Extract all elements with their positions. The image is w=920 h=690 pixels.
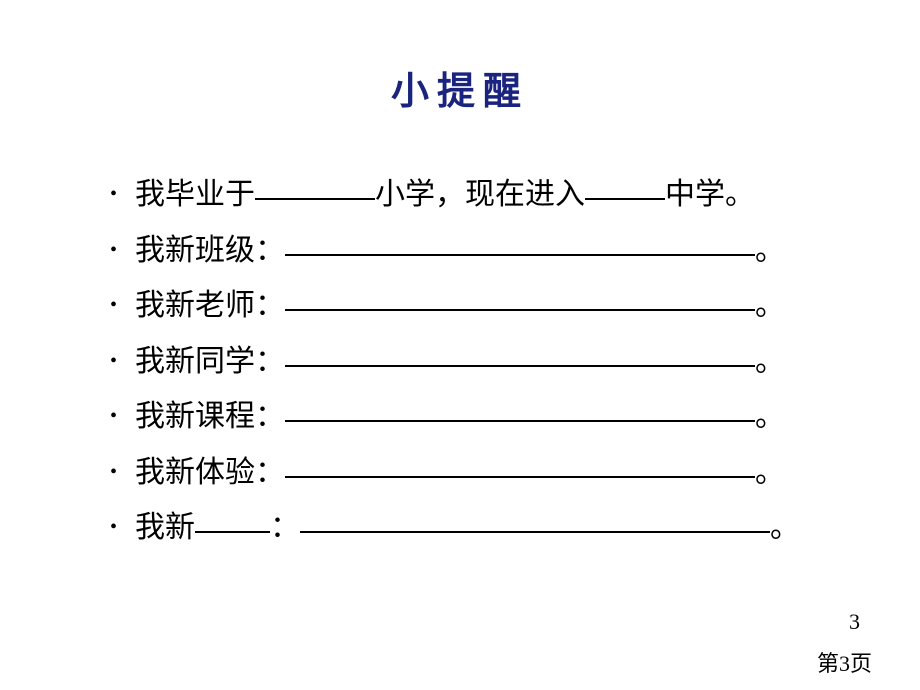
- blank-underline: [300, 531, 770, 533]
- list-item: • 我新同学： 。: [110, 337, 830, 387]
- text-span: 中学。: [665, 178, 755, 211]
- text-span: 我毕业于: [135, 178, 255, 211]
- text-span: 我新老师：: [135, 289, 285, 322]
- slide-number: 3: [849, 609, 860, 635]
- text-span: 我新课程：: [135, 400, 285, 433]
- blank-underline: [285, 476, 755, 478]
- text-span: 。: [755, 400, 785, 433]
- list-item: • 我新课程： 。: [110, 392, 830, 442]
- list-item: • 我新老师： 。: [110, 281, 830, 331]
- page-label: 第3页: [817, 646, 872, 678]
- text-span: 我新体验：: [135, 456, 285, 489]
- blank-underline: [285, 254, 755, 256]
- blank-underline: [585, 198, 665, 200]
- bullet-icon: •: [110, 400, 117, 433]
- list-item: • 我新 ： 。: [110, 503, 830, 553]
- blank-underline: [255, 198, 375, 200]
- list-item-text: 我新课程： 。: [135, 392, 785, 442]
- blank-underline: [285, 309, 755, 311]
- text-span: 我新: [135, 511, 195, 544]
- text-span: 。: [770, 511, 800, 544]
- text-span: 。: [755, 234, 785, 267]
- blank-underline: [285, 365, 755, 367]
- blank-underline: [195, 531, 270, 533]
- text-span: 我新同学：: [135, 345, 285, 378]
- bullet-list: • 我毕业于 小学，现在进入 中学。 • 我新班级： 。 • 我新老师： 。 • 我新同学： 。 • 我新课…: [90, 170, 830, 553]
- text-span: 小学，现在进入: [375, 178, 585, 211]
- text-span: 。: [755, 345, 785, 378]
- text-span: ：: [270, 511, 300, 544]
- text-span: 。: [755, 289, 785, 322]
- text-span: 。: [755, 456, 785, 489]
- list-item: • 我毕业于 小学，现在进入 中学。: [110, 170, 830, 220]
- list-item: • 我新体验： 。: [110, 448, 830, 498]
- slide-container: 小提醒 • 我毕业于 小学，现在进入 中学。 • 我新班级： 。 • 我新老师： 。 • 我新同学： 。…: [0, 0, 920, 690]
- list-item-text: 我新班级： 。: [135, 226, 785, 276]
- bullet-icon: •: [110, 511, 117, 544]
- slide-title: 小提醒: [90, 60, 830, 115]
- list-item-text: 我毕业于 小学，现在进入 中学。: [135, 170, 755, 220]
- list-item: • 我新班级： 。: [110, 226, 830, 276]
- bullet-icon: •: [110, 234, 117, 267]
- bullet-icon: •: [110, 345, 117, 378]
- list-item-text: 我新体验： 。: [135, 448, 785, 498]
- list-item-text: 我新 ： 。: [135, 503, 800, 553]
- list-item-text: 我新同学： 。: [135, 337, 785, 387]
- bullet-icon: •: [110, 456, 117, 489]
- list-item-text: 我新老师： 。: [135, 281, 785, 331]
- bullet-icon: •: [110, 289, 117, 322]
- text-span: 我新班级：: [135, 234, 285, 267]
- blank-underline: [285, 420, 755, 422]
- bullet-icon: •: [110, 178, 117, 211]
